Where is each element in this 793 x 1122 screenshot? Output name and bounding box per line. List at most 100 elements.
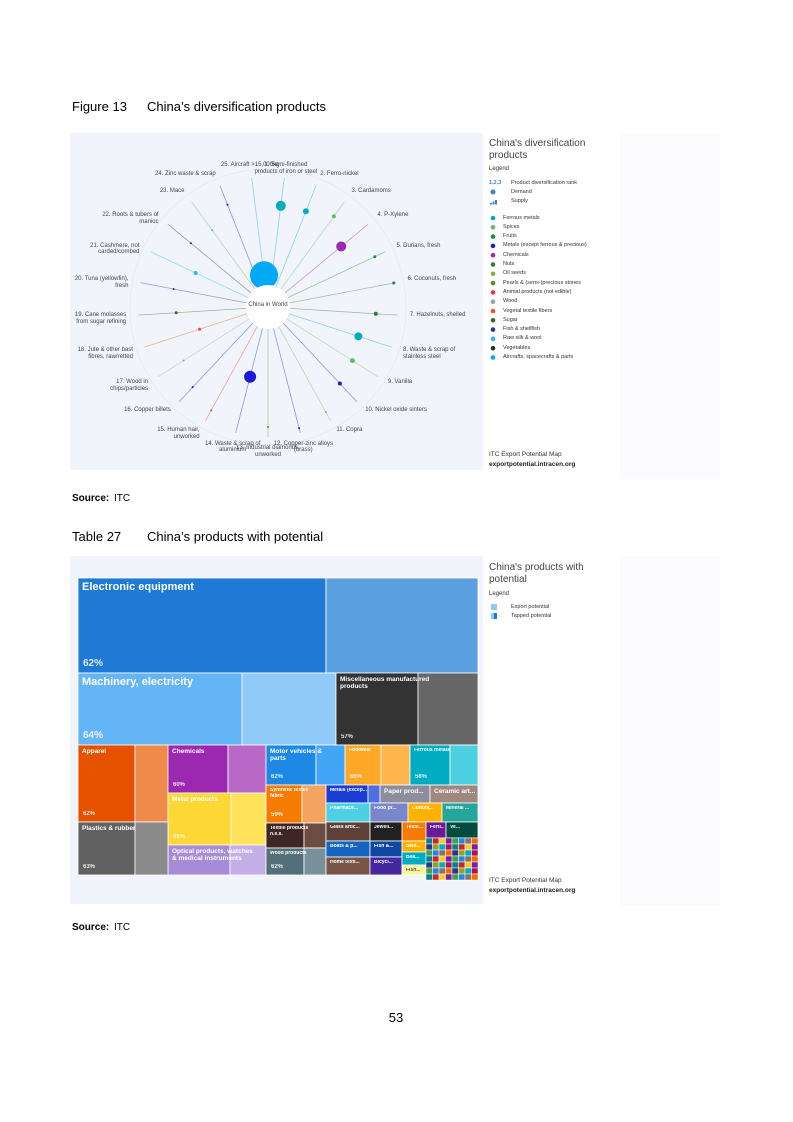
legend-swatch: [490, 299, 496, 305]
product-dot: [275, 200, 286, 211]
spoke: [191, 201, 256, 290]
tile-label: Chemicals: [172, 748, 205, 755]
tile-label: Ferti...: [430, 825, 444, 830]
product-label: 20. Tuna (yellowfin), fresh: [74, 276, 129, 290]
tile-label: Footwear: [349, 748, 372, 753]
legend-swatch: [490, 271, 496, 277]
tile-share: 65%: [173, 834, 186, 840]
product-dot: [249, 261, 278, 290]
small-tile: [451, 843, 459, 851]
legend-label: Product diversification rank: [511, 180, 578, 186]
product-label: 23. Mace: [159, 188, 185, 195]
tile: [344, 744, 382, 786]
product-label: 11. Copra: [336, 427, 363, 434]
product-label: 15. Human hair, unworked: [157, 427, 200, 441]
legend-swatch: [490, 243, 496, 249]
small-tile: [432, 867, 440, 875]
spoke: [282, 322, 358, 403]
product-dot: [349, 358, 355, 364]
tile-share: 66%: [350, 774, 363, 780]
legend-swatch: [491, 613, 494, 619]
tile-label: Cotton(...: [412, 806, 434, 811]
legend-label: Pearls & (semi-)precious stones: [503, 279, 581, 286]
product-dot: [193, 270, 198, 275]
side-panel: [620, 133, 720, 478]
tile-share: 62%: [271, 864, 284, 870]
legend-label: Vegetal textile fibers: [503, 307, 553, 314]
tile-label: Synthetic textile fabric: [270, 788, 309, 799]
small-tile: [451, 861, 459, 869]
product-label: 17. Wood in chips/particles: [110, 379, 149, 392]
tile: [77, 744, 136, 823]
legend-label: Nuts: [503, 261, 515, 267]
rank-icon: 1,2,3: [489, 180, 502, 186]
tile-label: Electronic equipment: [82, 581, 194, 593]
legend-heading: Legend: [489, 166, 510, 172]
small-tile: [432, 873, 440, 881]
tile-label: Pharmace...: [330, 806, 359, 811]
legend-label: Demand: [511, 189, 532, 195]
product-label: 25. Aircraft >15,000kg: [220, 162, 280, 169]
small-tile: [451, 867, 459, 875]
figure-label: Figure 13: [72, 99, 127, 114]
tile-label: Bicycl...: [374, 860, 393, 865]
small-tile: [425, 843, 433, 851]
small-tile: [432, 837, 440, 845]
product-label: 7. Hazelnuts, shelled: [409, 311, 466, 318]
spoke: [288, 313, 392, 348]
tile-share: 63%: [83, 864, 96, 870]
tile-label: Paper prod...: [384, 788, 424, 795]
tile-tapped: [227, 744, 267, 794]
small-tile: [425, 861, 433, 869]
small-tile: [458, 873, 466, 881]
small-tile: [438, 861, 446, 869]
product-dot: [172, 288, 175, 291]
spoke: [273, 328, 301, 434]
product-label: 5. Durians, fresh: [396, 242, 441, 249]
small-tile: [432, 843, 440, 851]
tile-label: Optical products, watches & medical inst…: [172, 848, 253, 863]
tile-label: Home texti...: [330, 860, 360, 865]
legend-label: Oil seeds: [503, 270, 526, 277]
legend-swatch: [490, 252, 496, 258]
tile-tapped: [241, 672, 337, 746]
tile-label: Ferrous metals: [414, 748, 450, 753]
legend-label: Ferrous metals: [503, 214, 540, 221]
product-label: 4. P-Xylene: [377, 212, 409, 219]
product-dot: [198, 327, 202, 331]
product-label: 19. Cane molasses from sugar refining: [74, 311, 127, 325]
tile: [167, 744, 229, 794]
product-dot: [302, 208, 309, 215]
small-tile: [432, 855, 440, 863]
center-circle: [246, 285, 290, 329]
legend-swatch: [490, 308, 496, 314]
legend-heading: Legend: [489, 591, 510, 597]
tile-share: 58%: [415, 774, 428, 780]
tile: [335, 672, 419, 746]
legend-label: Metals (except ferrous & precious): [503, 242, 587, 249]
source-text: ITC: [114, 922, 131, 933]
product-dot: [373, 311, 378, 316]
small-tile: [432, 861, 440, 869]
outer-ring: [129, 168, 407, 446]
tile-tapped: [134, 744, 169, 823]
tile-label: Metals (excep...: [330, 788, 367, 793]
product-label: 6. Coconuts, fresh: [407, 276, 457, 283]
tile: [265, 784, 303, 824]
demand-icon: [490, 189, 496, 195]
spoke: [275, 185, 317, 287]
legend-swatch: [490, 355, 496, 360]
legend-title: China's diversification products: [489, 138, 586, 161]
tile-label: Wood products: [270, 851, 307, 856]
figure-title: China’s diversification products: [147, 99, 326, 114]
small-tile: [471, 867, 479, 875]
product-dot: [267, 426, 269, 428]
legend-title: China's products with potential: [489, 562, 584, 585]
small-tile: [464, 873, 472, 881]
tile-label: Textile products n.e.s.: [270, 826, 309, 837]
credit-url: exportpotential.intracen.org: [489, 461, 576, 468]
tile-label: Apparel: [82, 748, 107, 755]
tile-label: Metal products: [172, 796, 219, 803]
product-dot: [331, 214, 336, 219]
